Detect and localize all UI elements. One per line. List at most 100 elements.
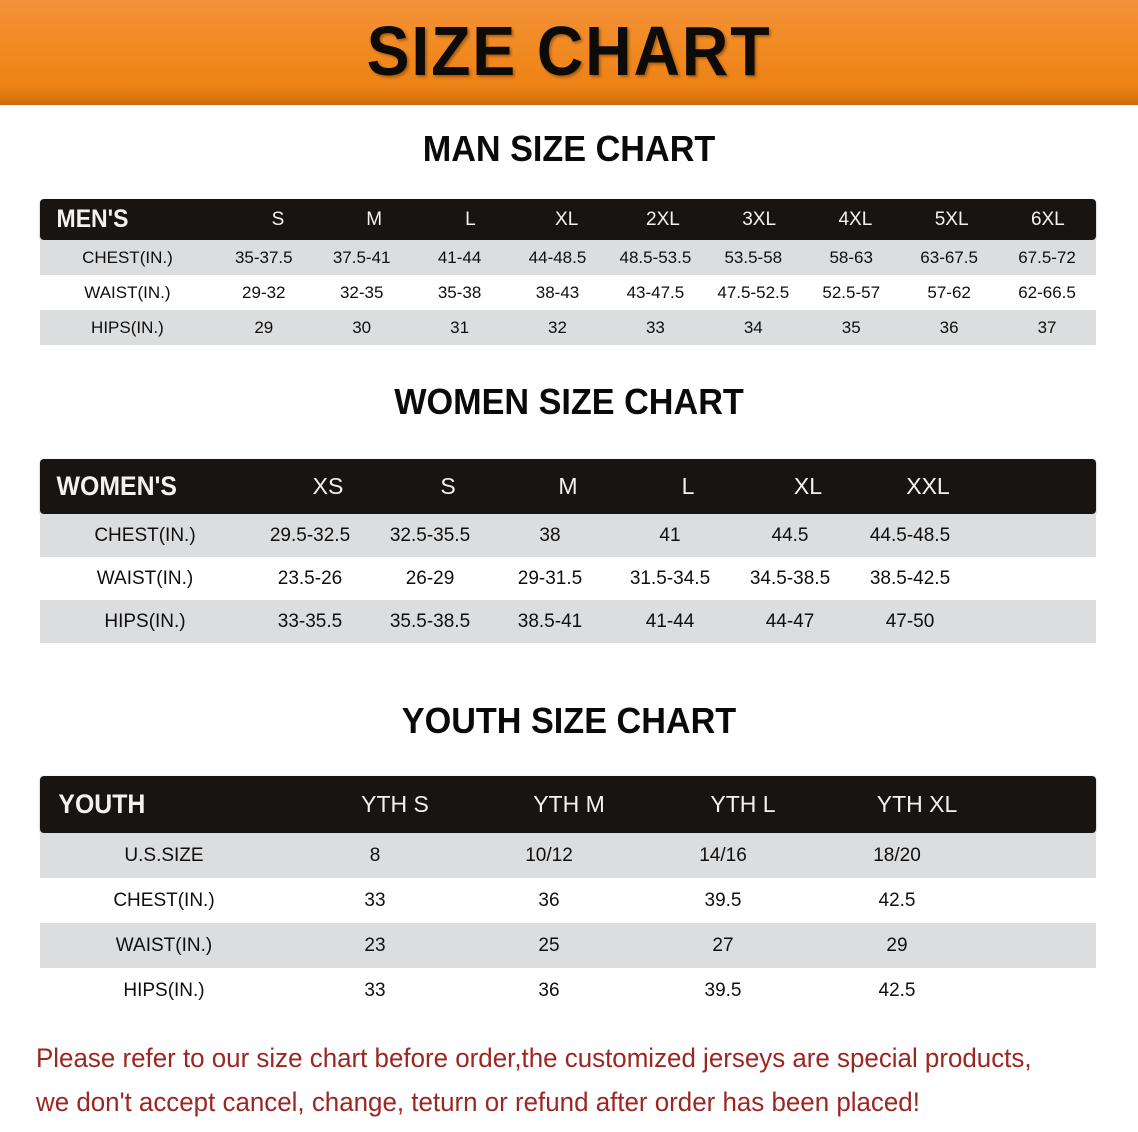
man-row-label-hips: HIPS(IN.) — [91, 317, 164, 337]
man-chest-5xl: 63-67.5 — [920, 247, 978, 267]
man-waist-l: 35-38 — [437, 282, 482, 302]
youth-header-corner-label: YOUTH — [58, 789, 146, 819]
disclaimer-line-2: we don't accept cancel, change, teturn o… — [36, 1087, 920, 1117]
man-waist-xl: 38-43 — [535, 282, 580, 302]
man-header-size-xl: XL — [555, 208, 579, 230]
man-waist-2xl: 43-47.5 — [626, 282, 685, 302]
women-waist-xxl: 38.5-42.5 — [869, 567, 951, 589]
man-hips-m: 30 — [352, 317, 372, 337]
women-hips-xs: 33-35.5 — [277, 610, 343, 632]
man-header-size-6xl: 6XL — [1030, 208, 1065, 230]
women-hips-xl: 44-47 — [765, 610, 815, 632]
man-chest-m: 37.5-41 — [332, 247, 391, 267]
women-chest-xxl: 44.5-48.5 — [869, 524, 951, 546]
table-row: CHEST(IN.) 33 36 39.5 42.5 — [40, 878, 1096, 923]
man-hips-5xl: 36 — [939, 317, 959, 337]
table-row: WAIST(IN.) 29-32 32-35 35-38 38-43 43-47… — [40, 275, 1096, 310]
youth-size-table: YOUTH YTH S YTH M YTH L YTH XL U.S.SIZE … — [40, 776, 1096, 1013]
man-waist-s: 29-32 — [242, 282, 286, 302]
man-size-table: MEN'S S M L XL 2XL 3XL 4XL 5XL 6XL CHEST… — [40, 199, 1096, 345]
table-row: CHEST(IN.) 35-37.5 37.5-41 41-44 44-48.5… — [40, 240, 1096, 275]
table-row: HIPS(IN.) 29 30 31 32 33 34 35 36 37 — [40, 310, 1096, 345]
man-hips-3xl: 34 — [743, 317, 763, 337]
table-row: WAIST(IN.) 23 25 27 29 — [40, 923, 1096, 968]
man-waist-6xl: 62-66.5 — [1018, 282, 1076, 302]
youth-row-label-chest: CHEST(IN.) — [113, 889, 215, 911]
women-chest-xl: 44.5 — [771, 524, 809, 546]
women-header-corner-label: WOMEN'S — [56, 471, 178, 501]
women-header-size-s: S — [440, 473, 456, 499]
man-hips-2xl: 33 — [645, 317, 665, 337]
youth-hips-m: 36 — [538, 979, 560, 1001]
man-chest-2xl: 48.5-53.5 — [619, 247, 692, 267]
youth-ussize-m: 10/12 — [525, 844, 573, 866]
man-row-label-waist: WAIST(IN.) — [84, 282, 171, 302]
table-row: U.S.SIZE 8 10/12 14/16 18/20 — [40, 833, 1096, 878]
youth-chest-s: 33 — [364, 889, 386, 911]
disclaimer-line-1: Please refer to our size chart before or… — [36, 1043, 1032, 1073]
youth-ussize-xl: 18/20 — [873, 844, 921, 866]
youth-waist-s: 23 — [364, 934, 386, 956]
disclaimer-text: Please refer to our size chart before or… — [36, 1036, 1063, 1124]
man-table-header-row: MEN'S S M L XL 2XL 3XL 4XL 5XL 6XL — [40, 199, 1096, 240]
women-header-size-xxl: XXL — [906, 473, 950, 499]
table-row: HIPS(IN.) 33-35.5 35.5-38.5 38.5-41 41-4… — [40, 600, 1096, 643]
women-chest-s: 32.5-35.5 — [389, 524, 471, 546]
youth-header-size-s: YTH S — [361, 791, 429, 817]
youth-chest-l: 39.5 — [704, 889, 742, 911]
women-section-title: WOMEN SIZE CHART — [394, 381, 744, 422]
youth-waist-l: 27 — [712, 934, 734, 956]
man-hips-xl: 32 — [548, 317, 567, 337]
women-hips-m: 38.5-41 — [517, 610, 583, 632]
youth-waist-xl: 29 — [886, 934, 908, 956]
man-header-size-3xl: 3XL — [742, 208, 777, 230]
women-waist-s: 26-29 — [405, 567, 455, 589]
man-header-size-s: S — [271, 208, 285, 230]
women-hips-xxl: 47-50 — [885, 610, 935, 632]
man-chest-3xl: 53.5-58 — [724, 247, 783, 267]
man-chest-4xl: 58-63 — [829, 247, 873, 267]
man-chest-s: 35-37.5 — [234, 247, 293, 267]
man-chest-6xl: 67.5-72 — [1018, 247, 1076, 267]
women-row-label-waist: WAIST(IN.) — [96, 567, 194, 589]
man-header-size-m: M — [366, 208, 383, 230]
youth-chest-xl: 42.5 — [878, 889, 916, 911]
page-banner: SIZE CHART — [0, 0, 1138, 105]
man-waist-m: 32-35 — [339, 282, 384, 302]
youth-row-label-us-size: U.S.SIZE — [124, 844, 204, 866]
youth-ussize-l: 14/16 — [699, 844, 747, 866]
women-header-size-l: L — [681, 473, 695, 499]
man-section-title: MAN SIZE CHART — [422, 128, 716, 169]
youth-row-label-waist: WAIST(IN.) — [115, 934, 213, 956]
youth-header-size-l: YTH L — [710, 791, 776, 817]
women-row-label-hips: HIPS(IN.) — [104, 610, 186, 632]
man-hips-l: 31 — [450, 317, 470, 337]
women-chest-m: 38 — [539, 524, 561, 546]
youth-chest-m: 36 — [538, 889, 560, 911]
youth-header-size-m: YTH M — [533, 791, 605, 817]
youth-hips-l: 39.5 — [704, 979, 742, 1001]
youth-ussize-s: 8 — [369, 844, 381, 866]
man-hips-4xl: 35 — [841, 317, 861, 337]
youth-section-title: YOUTH SIZE CHART — [401, 700, 737, 741]
page-title: SIZE CHART — [366, 11, 772, 90]
women-waist-xl: 34.5-38.5 — [749, 567, 831, 589]
man-header-size-l: L — [465, 208, 476, 230]
man-waist-4xl: 52.5-57 — [822, 282, 881, 302]
women-chest-xs: 29.5-32.5 — [269, 524, 351, 546]
women-waist-m: 29-31.5 — [517, 567, 583, 589]
man-header-size-5xl: 5XL — [934, 208, 969, 230]
youth-table-header-row: YOUTH YTH S YTH M YTH L YTH XL — [40, 776, 1096, 833]
women-row-label-chest: CHEST(IN.) — [94, 524, 196, 546]
man-waist-3xl: 47.5-52.5 — [717, 282, 790, 302]
man-header-corner-label: MEN'S — [56, 205, 129, 233]
youth-hips-s: 33 — [364, 979, 386, 1001]
youth-hips-xl: 42.5 — [878, 979, 916, 1001]
women-waist-xs: 23.5-26 — [277, 567, 343, 589]
table-row: CHEST(IN.) 29.5-32.5 32.5-35.5 38 41 44.… — [40, 514, 1096, 557]
table-row: HIPS(IN.) 33 36 39.5 42.5 — [40, 968, 1096, 1013]
women-waist-l: 31.5-34.5 — [629, 567, 711, 589]
man-waist-5xl: 57-62 — [927, 282, 971, 302]
youth-header-size-xl: YTH XL — [876, 791, 958, 817]
man-chest-xl: 44-48.5 — [528, 247, 587, 267]
